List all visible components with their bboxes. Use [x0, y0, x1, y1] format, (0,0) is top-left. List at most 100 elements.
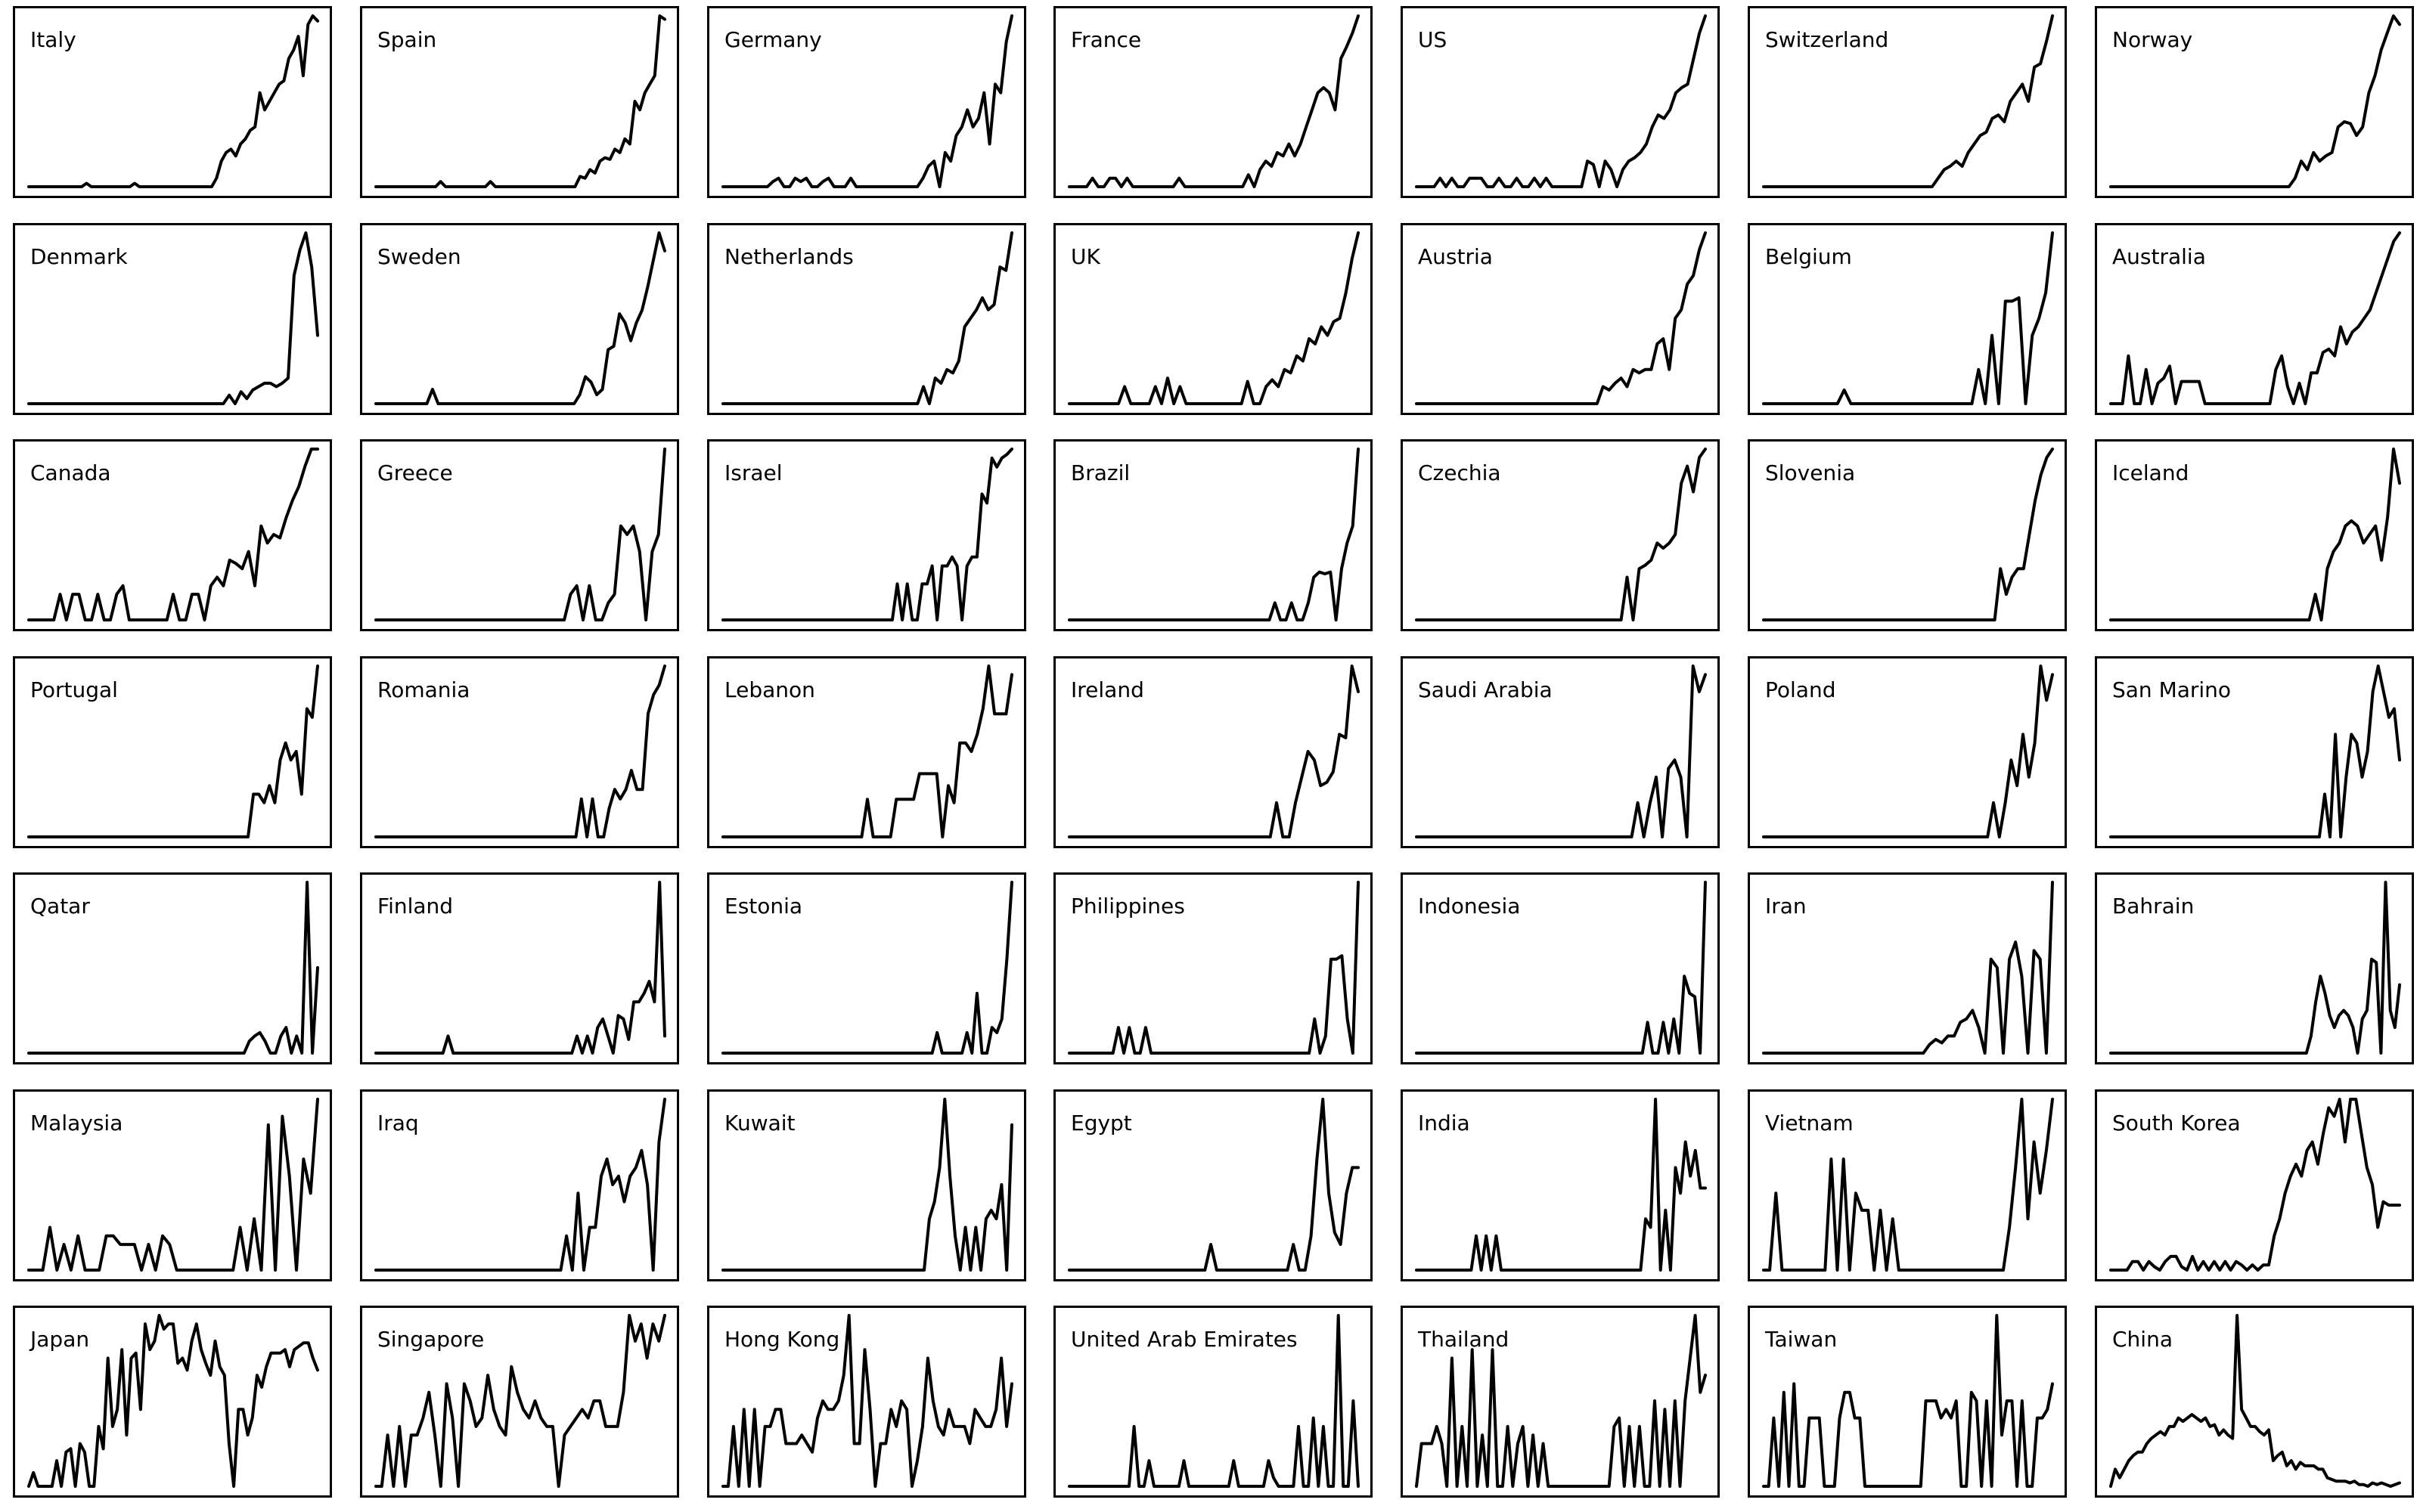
series-line: [721, 881, 1013, 1055]
series-line: [1068, 1314, 1360, 1488]
chart-plot: [1068, 1314, 1360, 1488]
series-line: [721, 665, 1013, 838]
chart-panel: United Arab Emirates: [1053, 1306, 1373, 1498]
chart-plot: [1415, 1314, 1707, 1488]
chart-panel: Indonesia: [1401, 872, 1720, 1064]
chart-title: South Korea: [2112, 1111, 2241, 1136]
series-line: [1415, 14, 1707, 188]
chart-title: Bahrain: [2112, 894, 2195, 919]
series-line: [2109, 448, 2401, 621]
chart-title: Spain: [377, 27, 437, 52]
chart-plot: [2109, 448, 2401, 621]
series-line: [1762, 1314, 2054, 1488]
chart-title: United Arab Emirates: [1071, 1327, 1298, 1352]
chart-title: Sweden: [377, 244, 461, 269]
series-line: [1068, 665, 1360, 838]
series-line: [1068, 881, 1360, 1055]
chart-title: Austria: [1418, 244, 1493, 269]
chart-plot: [374, 1314, 666, 1488]
chart-title: Slovenia: [1765, 460, 1856, 485]
series-line: [374, 1098, 666, 1272]
chart-title: China: [2112, 1327, 2173, 1352]
series-line: [27, 14, 319, 188]
chart-panel: Saudi Arabia: [1401, 656, 1720, 848]
series-line: [1762, 231, 2054, 405]
chart-panel: Finland: [360, 872, 679, 1064]
chart-panel: Czechia: [1401, 439, 1720, 631]
chart-panel: Denmark: [13, 223, 332, 415]
chart-title: Italy: [30, 27, 76, 52]
chart-panel: Taiwan: [1748, 1306, 2067, 1498]
chart-plot: [2109, 14, 2401, 188]
chart-panel: UK: [1053, 223, 1373, 415]
chart-plot: [1415, 231, 1707, 405]
chart-panel: Brazil: [1053, 439, 1373, 631]
chart-panel: Germany: [707, 6, 1026, 198]
chart-plot: [374, 1098, 666, 1272]
chart-panel: Bahrain: [2095, 872, 2414, 1064]
chart-plot: [27, 1098, 319, 1272]
chart-panel: Canada: [13, 439, 332, 631]
series-line: [27, 448, 319, 621]
chart-plot: [2109, 1314, 2401, 1488]
series-line: [721, 14, 1013, 188]
series-line: [2109, 1314, 2401, 1488]
chart-panel: Poland: [1748, 656, 2067, 848]
chart-plot: [1415, 665, 1707, 838]
chart-plot: [27, 448, 319, 621]
chart-plot: [1762, 448, 2054, 621]
chart-plot: [1762, 1314, 2054, 1488]
chart-plot: [721, 14, 1013, 188]
chart-plot: [1415, 881, 1707, 1055]
series-line: [721, 231, 1013, 405]
chart-title: Iceland: [2112, 460, 2189, 485]
chart-title: UK: [1071, 244, 1100, 269]
chart-plot: [721, 1314, 1013, 1488]
chart-plot: [1762, 231, 2054, 405]
chart-plot: [1068, 448, 1360, 621]
chart-plot: [27, 1314, 319, 1488]
series-line: [1762, 1098, 2054, 1272]
chart-title: Estonia: [724, 894, 803, 919]
chart-plot: [1415, 448, 1707, 621]
chart-plot: [374, 14, 666, 188]
chart-plot: [374, 665, 666, 838]
chart-title: Philippines: [1071, 894, 1185, 919]
chart-plot: [1068, 14, 1360, 188]
chart-panel: Greece: [360, 439, 679, 631]
series-line: [27, 1098, 319, 1272]
series-line: [2109, 1098, 2401, 1272]
series-line: [2109, 231, 2401, 405]
chart-plot: [1415, 1098, 1707, 1272]
chart-title: Lebanon: [724, 677, 815, 702]
chart-plot: [1415, 14, 1707, 188]
chart-panel: Belgium: [1748, 223, 2067, 415]
chart-plot: [2109, 1098, 2401, 1272]
chart-panel: Egypt: [1053, 1089, 1373, 1281]
chart-title: France: [1071, 27, 1142, 52]
chart-title: Indonesia: [1418, 894, 1521, 919]
chart-plot: [374, 881, 666, 1055]
chart-title: Iran: [1765, 894, 1807, 919]
chart-title: Greece: [377, 460, 453, 485]
chart-panel: Thailand: [1401, 1306, 1720, 1498]
series-line: [1415, 665, 1707, 838]
chart-title: Poland: [1765, 677, 1836, 702]
chart-title: Ireland: [1071, 677, 1144, 702]
chart-plot: [374, 448, 666, 621]
chart-title: Vietnam: [1765, 1111, 1854, 1136]
chart-panel: Lebanon: [707, 656, 1026, 848]
series-line: [1415, 1314, 1707, 1488]
chart-title: Australia: [2112, 244, 2206, 269]
series-line: [1762, 14, 2054, 188]
series-line: [2109, 665, 2401, 838]
series-line: [27, 665, 319, 838]
chart-plot: [721, 1098, 1013, 1272]
series-line: [374, 231, 666, 405]
chart-title: Netherlands: [724, 244, 854, 269]
chart-panel: Iceland: [2095, 439, 2414, 631]
series-line: [1068, 1098, 1360, 1272]
chart-plot: [1762, 881, 2054, 1055]
chart-plot: [721, 881, 1013, 1055]
